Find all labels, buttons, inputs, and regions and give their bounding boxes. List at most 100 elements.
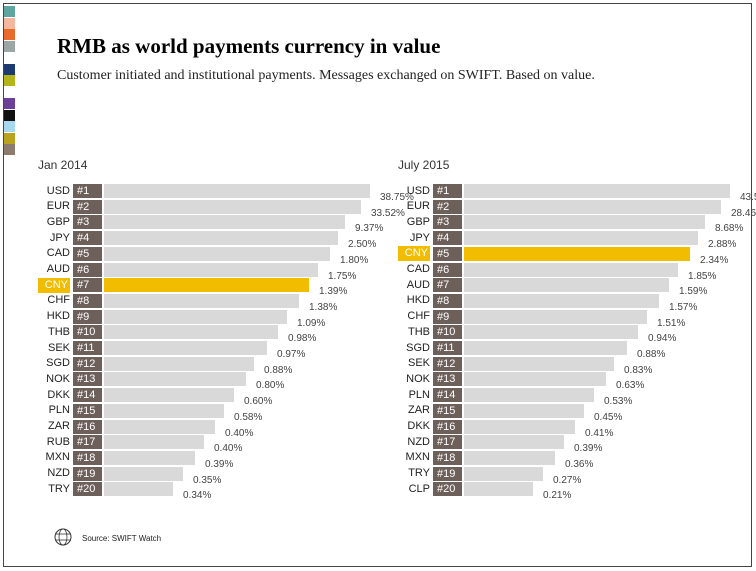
- color-swatch: [4, 109, 15, 121]
- value-label: 0.34%: [183, 490, 212, 502]
- currency-label: NOK: [406, 372, 430, 385]
- value-label: 9.37%: [355, 223, 384, 235]
- value-label: 8.68%: [715, 223, 744, 235]
- currency-label: PLN: [48, 404, 70, 417]
- currency-label: SGD: [406, 341, 430, 354]
- rank-badge: #7: [433, 278, 462, 293]
- rank-badge: #11: [73, 341, 102, 355]
- rank-badge: #8: [433, 293, 462, 308]
- currency-label: USD: [46, 184, 70, 197]
- value-label: 0.39%: [574, 443, 603, 455]
- bar: [104, 403, 224, 418]
- value-label: 1.80%: [340, 254, 369, 266]
- currency-label: SGD: [46, 357, 70, 370]
- bar: [464, 325, 638, 340]
- rank-badge: #5: [433, 246, 462, 261]
- value-label: 0.83%: [624, 364, 653, 376]
- rank-badge: #3: [73, 215, 102, 230]
- value-label: 0.35%: [193, 474, 222, 486]
- bar: [464, 466, 543, 481]
- panel-title-left: Jan 2014: [38, 158, 88, 172]
- currency-label: MXN: [405, 451, 430, 464]
- currency-label: TRY: [408, 467, 430, 480]
- currency-label: JPY: [409, 231, 430, 244]
- value-label: 1.57%: [669, 301, 698, 313]
- currency-label: CHF: [407, 310, 430, 323]
- bar: [104, 199, 361, 214]
- color-swatch: [4, 29, 15, 40]
- currency-label: DKK: [407, 420, 430, 432]
- value-label: 0.88%: [264, 364, 293, 376]
- currency-label: EUR: [46, 200, 70, 213]
- color-swatch: [4, 75, 15, 86]
- value-label: 0.40%: [214, 443, 243, 455]
- rank-badge: #8: [73, 293, 102, 308]
- value-label: 0.53%: [604, 396, 633, 408]
- bar: [104, 419, 215, 434]
- currency-label: HKD: [406, 294, 430, 307]
- color-swatch: [4, 121, 15, 132]
- rank-badge: #5: [73, 246, 102, 261]
- bar: [464, 309, 647, 324]
- bar: [464, 356, 614, 371]
- rank-badge: #16: [433, 419, 462, 434]
- rank-badge: #6: [433, 262, 462, 277]
- currency-label: USD: [406, 184, 430, 197]
- bar: [464, 403, 584, 418]
- rank-badge: #17: [73, 435, 102, 450]
- currency-label: THB: [48, 325, 70, 338]
- color-swatch: [4, 40, 15, 52]
- bar: [104, 184, 370, 198]
- chart-subtitle: Customer initiated and institutional pay…: [57, 68, 595, 83]
- value-label: 1.09%: [297, 317, 326, 329]
- rank-badge: #10: [73, 325, 102, 340]
- currency-label: CHF: [47, 294, 70, 307]
- rank-badge: #2: [433, 199, 462, 214]
- rank-badge: #10: [433, 325, 462, 340]
- rank-badge: #4: [73, 231, 102, 246]
- rank-badge: #20: [73, 482, 102, 497]
- bar: [464, 341, 627, 355]
- bar: [104, 450, 195, 465]
- value-label: 0.94%: [648, 333, 677, 345]
- value-label: 0.40%: [225, 427, 254, 439]
- currency-label: HKD: [46, 310, 70, 323]
- rank-badge: #4: [433, 231, 462, 246]
- currency-label: GBP: [46, 215, 70, 228]
- color-swatch: [4, 132, 15, 144]
- currency-label: AUD: [46, 263, 70, 275]
- color-swatch: [4, 17, 15, 29]
- currency-label: PLN: [408, 388, 430, 401]
- value-label: 0.60%: [244, 396, 273, 408]
- currency-label: AUD: [406, 278, 430, 291]
- value-label: 38.75%: [380, 192, 414, 203]
- bar: [464, 246, 690, 261]
- value-label: 0.45%: [594, 411, 623, 423]
- chart-title: RMB as world payments currency in value: [57, 34, 441, 58]
- rank-badge: #6: [73, 262, 102, 277]
- value-label: 2.88%: [708, 239, 737, 251]
- currency-label: NZD: [47, 467, 70, 480]
- bar: [464, 419, 575, 434]
- bar: [104, 388, 234, 403]
- value-label: 0.63%: [616, 380, 645, 392]
- bar: [464, 388, 594, 403]
- currency-label: CLP: [408, 482, 430, 495]
- value-label: 0.88%: [637, 349, 666, 360]
- value-label: 43.57%: [740, 192, 756, 203]
- value-label: 1.39%: [319, 286, 348, 298]
- bar: [104, 356, 254, 371]
- bar: [464, 435, 564, 450]
- currency-label: EUR: [406, 200, 430, 213]
- bar: [104, 215, 345, 230]
- currency-label: MXN: [45, 451, 70, 464]
- color-swatch: [4, 144, 15, 155]
- rank-badge: #15: [73, 403, 102, 418]
- value-label: 0.36%: [565, 458, 594, 470]
- bar: [464, 199, 721, 214]
- rank-badge: #2: [73, 199, 102, 214]
- value-label: 2.34%: [700, 254, 729, 266]
- currency-label: NZD: [407, 435, 430, 448]
- value-label: 0.27%: [553, 474, 582, 486]
- value-label: 0.98%: [288, 333, 317, 345]
